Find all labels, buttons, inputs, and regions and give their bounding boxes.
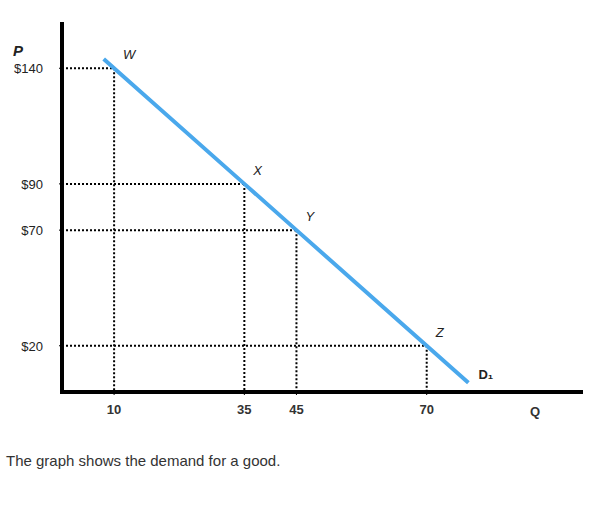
point-label: W [123, 47, 137, 62]
x-tick-label: 10 [107, 402, 121, 417]
x-tick-label: 70 [419, 402, 433, 417]
guides [62, 68, 427, 392]
guide-horizontal [62, 183, 244, 185]
x-axis [60, 390, 583, 394]
guide-vertical [426, 346, 428, 392]
demand-line [104, 59, 469, 383]
guide-horizontal [62, 345, 427, 347]
y-axis-label: P [13, 42, 24, 59]
series [104, 59, 469, 383]
caption: The graph shows the demand for a good. [6, 452, 280, 469]
y-tick-label: $70 [21, 223, 43, 238]
guide-horizontal [62, 229, 296, 231]
y-tick-label: $20 [21, 339, 43, 354]
guide-horizontal [62, 67, 114, 69]
point-label: Z [435, 325, 445, 340]
point-label: X [252, 163, 263, 178]
guide-vertical [243, 184, 245, 392]
y-axis [60, 22, 64, 394]
point-label: Y [305, 209, 315, 224]
series-label: D₁ [478, 367, 493, 382]
chart: $20 $70 $90 $140 10 35 45 70 W X Y Z D₁ P Q [0, 0, 607, 440]
x-tick-label: 35 [237, 402, 251, 417]
guide-vertical [295, 230, 297, 392]
y-tick-label: $90 [21, 177, 43, 192]
x-tick-label: 45 [289, 402, 303, 417]
y-tick-label: $140 [14, 61, 43, 76]
x-axis-label: Q [530, 404, 540, 419]
